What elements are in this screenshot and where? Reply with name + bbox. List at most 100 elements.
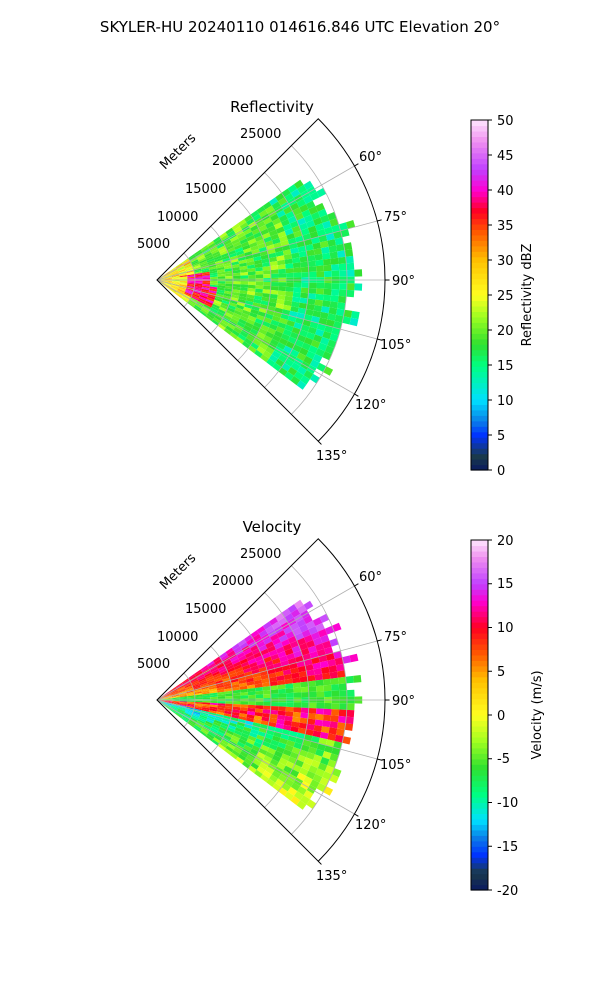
echo-gate	[310, 211, 321, 221]
echo-gate	[289, 640, 299, 649]
echo-gate	[323, 264, 332, 272]
echo-gate	[294, 791, 304, 801]
echo-gate	[311, 656, 320, 665]
echo-gate	[187, 701, 195, 704]
echo-gate	[234, 310, 243, 316]
echo-gate	[300, 324, 310, 332]
echo-gate	[313, 217, 323, 226]
echo-gate	[225, 693, 233, 697]
echo-gate	[298, 671, 308, 678]
echo-gate	[239, 315, 248, 322]
echo-gate	[354, 269, 363, 277]
echo-gate	[309, 359, 320, 369]
echo-gate	[287, 366, 298, 376]
colorbar-band	[471, 415, 488, 422]
echo-gate	[300, 712, 309, 719]
echo-gate	[300, 228, 310, 236]
echo-gate	[255, 270, 264, 275]
echo-gate	[270, 685, 279, 691]
echo-gate	[290, 726, 299, 733]
echo-gate	[285, 286, 294, 292]
echo-gate	[314, 253, 323, 261]
echo-gate	[247, 271, 256, 276]
echo-gate	[213, 737, 221, 744]
echo-gate	[263, 217, 273, 225]
echo-gate	[199, 714, 208, 720]
echo-gate	[268, 229, 278, 237]
azimuth-tick-mark	[354, 393, 359, 397]
echo-gate	[269, 713, 278, 719]
echo-gate	[272, 735, 281, 743]
colorbar-tick-label: 20	[497, 534, 514, 549]
echo-gate	[171, 694, 180, 698]
echo-gate	[171, 282, 180, 286]
echo-gate	[269, 354, 279, 363]
echo-gate	[171, 282, 180, 285]
echo-gate	[217, 245, 226, 252]
echo-gate	[194, 282, 203, 284]
echo-gate	[250, 630, 259, 638]
echo-gate	[243, 744, 252, 752]
colorbar-band	[471, 234, 488, 241]
echo-gate	[210, 307, 218, 314]
echo-gate	[299, 676, 308, 683]
echo-gate	[324, 270, 332, 278]
echo-gate	[329, 251, 338, 259]
echo-gate	[294, 212, 304, 221]
echo-gate	[346, 689, 355, 697]
echo-gate	[307, 645, 317, 654]
echo-gate	[308, 686, 317, 692]
echo-gate	[172, 701, 180, 704]
colorbar-band	[471, 251, 488, 258]
echo-gate	[217, 691, 226, 695]
echo-gate	[336, 663, 345, 672]
colorbar-band	[471, 693, 488, 700]
echo-gate	[193, 266, 201, 271]
colorbar-band	[471, 622, 488, 629]
echo-gate	[178, 707, 186, 711]
echo-gate	[333, 650, 343, 659]
echo-gate	[206, 240, 215, 247]
echo-gate	[303, 370, 314, 380]
echo-gate	[297, 184, 307, 194]
echo-gate	[316, 271, 325, 278]
echo-gate	[307, 293, 316, 300]
echo-gate	[228, 252, 237, 258]
echo-gate	[269, 261, 278, 267]
echo-gate	[314, 673, 323, 681]
echo-gate	[298, 642, 308, 651]
echo-gate	[163, 284, 170, 289]
echo-gate	[283, 673, 293, 680]
echo-gate	[230, 655, 239, 662]
azimuth-tick-label: 75°	[384, 210, 407, 225]
echo-gate	[251, 745, 261, 752]
echo-gate	[164, 281, 172, 284]
echo-gate	[255, 705, 264, 710]
echo-gate	[223, 734, 232, 741]
echo-gate	[233, 747, 242, 754]
echo-gate	[178, 689, 186, 693]
echo-gate	[179, 695, 188, 698]
echo-gate	[209, 268, 218, 272]
echo-gate	[188, 719, 197, 725]
colorbar-tick-label: 5	[497, 665, 505, 680]
echo-gate	[262, 262, 271, 267]
echo-gate	[305, 309, 314, 316]
echo-gate	[289, 331, 299, 340]
echo-gate	[187, 278, 195, 280]
echo-gate	[194, 276, 203, 278]
echo-gate	[252, 213, 262, 222]
colorbar-band	[471, 202, 488, 209]
echo-gate	[258, 748, 268, 756]
echo-gate	[171, 272, 179, 276]
echo-gate	[252, 338, 262, 347]
echo-gate	[214, 677, 223, 683]
echo-gate	[206, 258, 215, 263]
echo-gate	[164, 278, 173, 280]
echo-gate	[175, 682, 183, 688]
echo-gate	[184, 682, 192, 688]
echo-gate	[256, 331, 266, 339]
echo-gate	[217, 701, 226, 704]
echo-gate	[263, 737, 272, 744]
